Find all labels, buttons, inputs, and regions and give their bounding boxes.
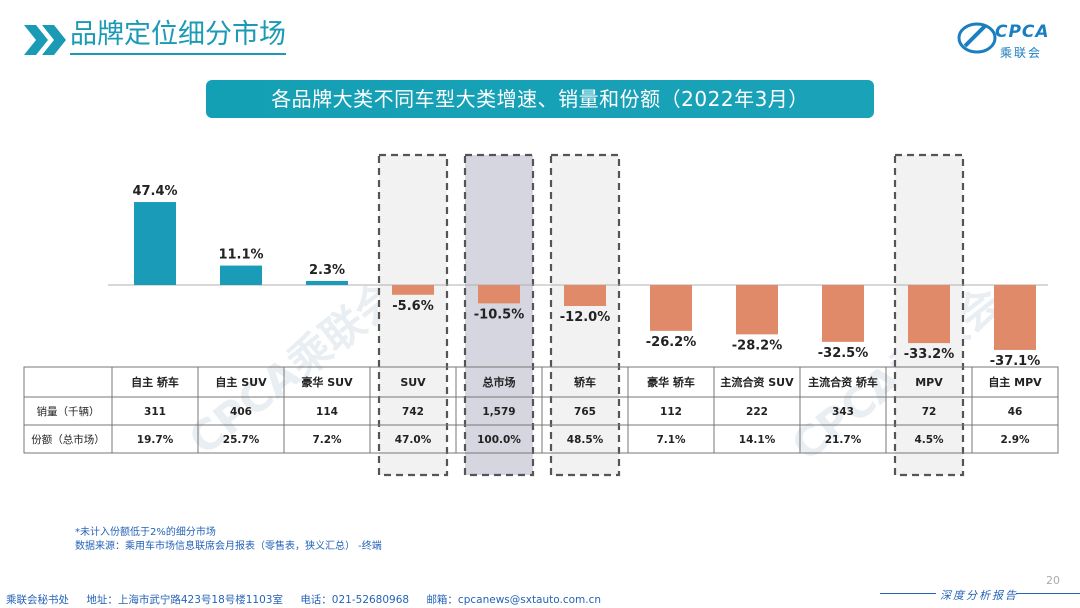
tick-label: 轿车 bbox=[574, 375, 596, 389]
footer: 乘联会秘书处 地址：上海市武宁路423号18号楼1103室 电话：021-526… bbox=[6, 592, 615, 607]
footer-address: 地址：上海市武宁路423号18号楼1103室 bbox=[86, 594, 283, 606]
tick-label: 豪华 轿车 bbox=[647, 375, 695, 389]
table-cell: 2.9% bbox=[1000, 434, 1030, 446]
tick-label: 自主 轿车 bbox=[131, 375, 179, 389]
table-cell: 1,579 bbox=[482, 406, 515, 418]
table-cell: 343 bbox=[832, 406, 854, 418]
footer-divider bbox=[880, 593, 936, 594]
footer-phone: 电话：021-52680968 bbox=[300, 594, 410, 606]
data-label: 11.1% bbox=[218, 248, 263, 263]
bar bbox=[306, 280, 348, 285]
table-cell: 406 bbox=[230, 406, 252, 418]
table-cell: 765 bbox=[574, 406, 596, 418]
tick-label: MPV bbox=[915, 376, 943, 389]
data-label: -32.5% bbox=[818, 346, 869, 361]
bar bbox=[736, 285, 778, 335]
footer-email: 邮箱：cpcanews@sxtauto.com.cn bbox=[426, 594, 602, 606]
tick-label: SUV bbox=[400, 376, 426, 389]
data-label: -26.2% bbox=[646, 335, 697, 350]
highlight-box bbox=[549, 153, 621, 477]
bar bbox=[822, 285, 864, 342]
footnote-line-2: 数据来源：乘用车市场信息联席会月报表（零售表，狭义汇总） -终端 bbox=[75, 541, 382, 552]
table-cell: 25.7% bbox=[223, 434, 260, 446]
table-row-label: 销量（千辆） bbox=[37, 405, 100, 418]
chart-title: 各品牌大类不同车型大类增速、销量和份额（2022年3月） bbox=[206, 80, 874, 118]
tick-label: 总市场 bbox=[483, 375, 516, 389]
table-cell: 48.5% bbox=[567, 434, 604, 446]
table-cell: 7.1% bbox=[656, 434, 686, 446]
table-cell: 14.1% bbox=[739, 434, 776, 446]
table-cell: 19.7% bbox=[137, 434, 174, 446]
table-cell: 100.0% bbox=[477, 434, 521, 446]
tick-label: 自主 MPV bbox=[988, 375, 1042, 389]
table-cell: 7.2% bbox=[312, 434, 342, 446]
bar bbox=[650, 285, 692, 331]
tick-label: 自主 SUV bbox=[215, 375, 267, 389]
footnote-line-1: *未计入份额低于2%的细分市场 bbox=[75, 527, 216, 538]
page-title: 品牌定位细分市场 bbox=[70, 18, 286, 55]
bar bbox=[220, 265, 262, 285]
table-cell: 4.5% bbox=[914, 434, 944, 446]
highlight-box bbox=[377, 153, 449, 477]
chevron-double-icon bbox=[24, 25, 66, 55]
cpca-logo-icon bbox=[957, 22, 997, 54]
table-cell: 21.7% bbox=[825, 434, 862, 446]
bar bbox=[994, 285, 1036, 350]
bar bbox=[908, 285, 950, 344]
table-cell: 46 bbox=[1008, 406, 1023, 418]
bar bbox=[478, 285, 520, 304]
data-label: 47.4% bbox=[132, 184, 177, 199]
table-cell: 311 bbox=[144, 406, 166, 418]
table-cell: 742 bbox=[402, 406, 424, 418]
data-label: -10.5% bbox=[474, 307, 525, 322]
data-label: -5.6% bbox=[392, 299, 433, 314]
table-cell: 47.0% bbox=[395, 434, 432, 446]
report-tag: 深度分析报告 bbox=[940, 589, 1018, 602]
footer-divider bbox=[1016, 593, 1080, 594]
data-label: 2.3% bbox=[309, 263, 345, 278]
bar bbox=[134, 202, 176, 285]
table-cell: 222 bbox=[746, 406, 768, 418]
footnote: *未计入份额低于2%的细分市场 数据来源：乘用车市场信息联席会月报表（零售表，狭… bbox=[75, 526, 382, 554]
bar bbox=[392, 285, 434, 295]
table-cell: 112 bbox=[660, 406, 682, 418]
logo-text: CPCA bbox=[995, 22, 1050, 42]
highlight-box bbox=[463, 153, 535, 477]
tick-label: 主流合资 SUV bbox=[720, 375, 794, 389]
bar bbox=[564, 285, 606, 306]
data-label: -12.0% bbox=[560, 310, 611, 325]
logo-subtext: 乘联会 bbox=[1000, 46, 1043, 60]
table-cell: 72 bbox=[922, 406, 937, 418]
data-label: -37.1% bbox=[990, 354, 1041, 369]
tick-label: 豪华 SUV bbox=[301, 375, 353, 389]
data-label: -33.2% bbox=[904, 347, 955, 362]
footer-org: 乘联会秘书处 bbox=[6, 594, 69, 606]
tick-label: 主流合资 轿车 bbox=[808, 375, 878, 389]
table-cell: 114 bbox=[316, 406, 338, 418]
page-number: 20 bbox=[1046, 574, 1060, 587]
data-label: -28.2% bbox=[732, 338, 783, 353]
watermark: CPCA乘联会 bbox=[180, 271, 408, 464]
table-row-label: 份额（总市场） bbox=[31, 433, 105, 446]
